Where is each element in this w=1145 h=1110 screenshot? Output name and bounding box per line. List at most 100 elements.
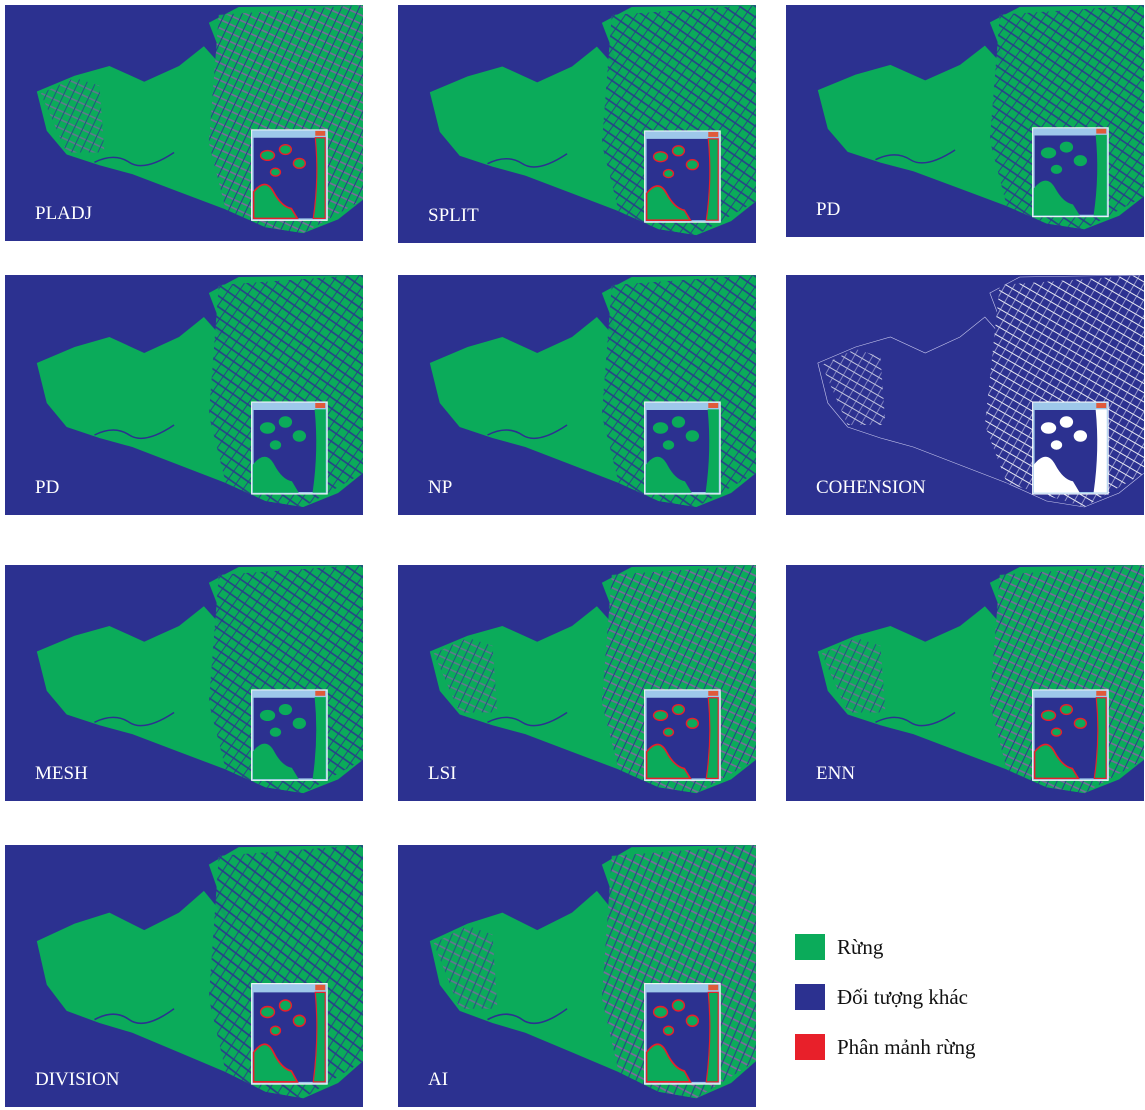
inset-patch xyxy=(279,417,291,427)
inset-patch xyxy=(654,1007,668,1018)
inset-patch xyxy=(271,441,281,449)
inset-patch xyxy=(1074,718,1086,728)
inset-close xyxy=(315,131,325,136)
panel-label: PD xyxy=(35,477,59,499)
inset-window xyxy=(252,690,328,780)
inset-patch xyxy=(672,1000,684,1011)
inset-patch xyxy=(293,431,305,441)
map-panel: ENN xyxy=(786,565,1144,801)
panel-label: NP xyxy=(428,477,452,499)
inset-patch xyxy=(654,423,668,433)
inset-patch xyxy=(664,1026,674,1035)
legend-item: Rừng xyxy=(795,922,976,972)
inset-patch xyxy=(672,146,684,156)
inset-patch xyxy=(1052,165,1062,173)
inset-patch xyxy=(293,718,305,728)
inset-patch xyxy=(664,170,674,178)
map-panel: AI xyxy=(398,845,756,1107)
legend-swatch xyxy=(795,1034,825,1060)
panel-label: ENN xyxy=(816,763,855,785)
inset-patch xyxy=(1060,142,1072,152)
inset-window xyxy=(645,402,721,494)
inset-patch xyxy=(1052,441,1062,449)
inset-window xyxy=(252,984,328,1084)
inset-patch xyxy=(1074,156,1086,166)
inset-window xyxy=(252,402,328,494)
inset-patch xyxy=(664,728,674,736)
inset-window xyxy=(645,131,721,222)
inset-patch xyxy=(1074,431,1086,441)
inset-patch xyxy=(1042,711,1056,721)
inset-close xyxy=(708,132,718,137)
inset-window xyxy=(1033,128,1109,217)
inset-patch xyxy=(279,705,291,715)
panel-label: MESH xyxy=(35,763,88,785)
inset-close xyxy=(708,985,718,990)
inset-window xyxy=(1033,402,1109,494)
inset-close xyxy=(708,691,718,696)
inset-patch xyxy=(686,1015,698,1026)
inset-patch xyxy=(1060,705,1072,715)
panel-label: DIVISION xyxy=(35,1069,119,1091)
inset-close xyxy=(708,403,718,408)
inset-patch xyxy=(664,441,674,449)
inset-close xyxy=(315,403,325,408)
legend-item: Đối tượng khác xyxy=(795,972,976,1022)
inset-patch xyxy=(271,168,281,176)
map-panel: PLADJ xyxy=(5,5,363,241)
inset-patch xyxy=(279,1000,291,1011)
page: PLADJ SPLIT PD PD NP COHENSION MESH LSI ENN DIVIS… xyxy=(0,0,1145,1110)
inset-close xyxy=(315,691,325,696)
inset-patch xyxy=(293,1015,305,1026)
map xyxy=(5,845,363,1107)
inset-close xyxy=(1096,691,1106,696)
inset-patch xyxy=(654,152,668,162)
map-panel: PD xyxy=(5,275,363,515)
inset-close xyxy=(315,985,325,990)
inset-patch xyxy=(261,711,275,721)
inset-window xyxy=(645,690,721,780)
legend: Rừng Đối tượng khác Phân mảnh rừng xyxy=(795,922,976,1072)
map-panel: COHENSION xyxy=(786,275,1144,515)
panel-label: SPLIT xyxy=(428,205,479,227)
inset-patch xyxy=(261,151,275,161)
inset-patch xyxy=(1042,148,1056,158)
legend-label: Rừng xyxy=(837,935,883,960)
inset-patch xyxy=(261,1007,275,1018)
panel-label: LSI xyxy=(428,763,457,785)
inset-patch xyxy=(672,705,684,715)
inset-patch xyxy=(271,728,281,736)
inset-patch xyxy=(279,145,291,155)
inset-patch xyxy=(293,158,305,168)
map-panel: MESH xyxy=(5,565,363,801)
legend-item: Phân mảnh rừng xyxy=(795,1022,976,1072)
map-panel: DIVISION xyxy=(5,845,363,1107)
legend-label: Phân mảnh rừng xyxy=(837,1035,976,1060)
inset-patch xyxy=(271,1026,281,1035)
panel-label: PLADJ xyxy=(35,203,92,225)
inset-patch xyxy=(686,718,698,728)
map-panel: NP xyxy=(398,275,756,515)
inset-window xyxy=(252,130,328,220)
inset-window xyxy=(1033,690,1109,780)
map-panel: SPLIT xyxy=(398,5,756,243)
legend-swatch xyxy=(795,984,825,1010)
panel-label: AI xyxy=(428,1069,448,1091)
inset-patch xyxy=(672,417,684,427)
legend-label: Đối tượng khác xyxy=(837,985,968,1010)
inset-patch xyxy=(261,423,275,433)
inset-close xyxy=(1096,403,1106,408)
inset-patch xyxy=(686,431,698,441)
inset-patch xyxy=(654,711,668,721)
panel-label: PD xyxy=(816,199,840,221)
map-panel: PD xyxy=(786,5,1144,237)
map-panel: LSI xyxy=(398,565,756,801)
map xyxy=(398,845,756,1107)
panel-label: COHENSION xyxy=(816,477,926,499)
inset-close xyxy=(1096,129,1106,134)
inset-patch xyxy=(686,160,698,170)
inset-window xyxy=(645,984,721,1084)
legend-swatch xyxy=(795,934,825,960)
inset-patch xyxy=(1042,423,1056,433)
inset-patch xyxy=(1060,417,1072,427)
